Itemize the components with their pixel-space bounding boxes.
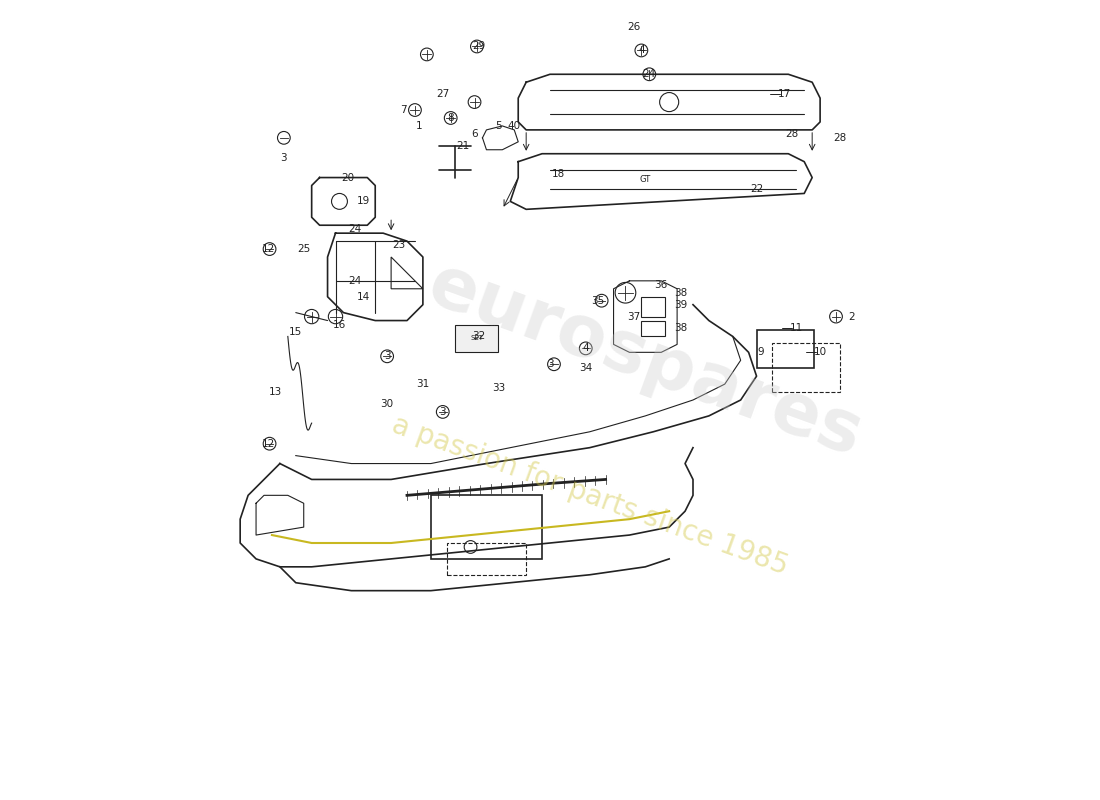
Text: 5: 5 [495,121,502,131]
Text: 16: 16 [333,319,346,330]
Text: 37: 37 [627,311,640,322]
Text: 28: 28 [834,133,847,143]
Text: 39: 39 [674,300,688,310]
Text: 12: 12 [262,438,275,449]
Text: 19: 19 [356,196,370,206]
Text: 40: 40 [508,121,520,131]
Bar [772,342,840,392]
Text: 7: 7 [399,105,406,115]
Text: 36: 36 [654,280,668,290]
Text: 38: 38 [674,288,688,298]
Text: 23: 23 [393,240,406,250]
Text: 4: 4 [638,46,645,55]
Text: 18: 18 [551,169,564,178]
Text: 24: 24 [642,70,656,79]
Text: 28: 28 [785,129,799,139]
Text: 10: 10 [814,347,827,358]
Text: 9: 9 [757,347,763,358]
Text: 12: 12 [262,244,275,254]
Text: 15: 15 [289,327,302,338]
Text: 25: 25 [297,244,310,254]
Bar [757,330,814,368]
Text: 35: 35 [591,296,604,306]
Text: 29: 29 [472,42,485,51]
Text: 17: 17 [778,89,791,99]
Text: 38: 38 [674,323,688,334]
Text: 3: 3 [384,351,390,362]
Text: 22: 22 [750,185,763,194]
Bar [641,321,666,337]
Text: 26: 26 [627,22,640,32]
Text: 1: 1 [416,121,422,131]
Text: 14: 14 [356,292,370,302]
Text: 3: 3 [280,153,287,162]
Text: 27: 27 [436,89,450,99]
Text: eurospares: eurospares [419,250,872,471]
Text: 3: 3 [439,407,447,417]
Text: 8: 8 [448,113,454,123]
Text: SET: SET [470,335,483,342]
Text: 13: 13 [270,387,283,397]
Text: 24: 24 [349,276,362,286]
Text: a passion for parts since 1985: a passion for parts since 1985 [388,410,792,580]
Text: 11: 11 [790,323,803,334]
Bar [447,543,526,574]
Text: 31: 31 [416,379,429,389]
Text: 2: 2 [848,311,855,322]
Bar [454,325,498,352]
Text: 34: 34 [579,363,593,374]
Bar [641,297,666,317]
Text: 4: 4 [582,343,590,354]
Text: 32: 32 [472,331,485,342]
Text: 24: 24 [349,224,362,234]
Text: 20: 20 [341,173,354,182]
Text: 21: 21 [456,141,470,150]
Text: 3: 3 [547,359,553,370]
Text: 33: 33 [492,383,505,393]
Bar [431,495,542,559]
Text: 30: 30 [381,399,394,409]
Text: GT: GT [640,174,651,183]
Text: 6: 6 [471,129,477,139]
